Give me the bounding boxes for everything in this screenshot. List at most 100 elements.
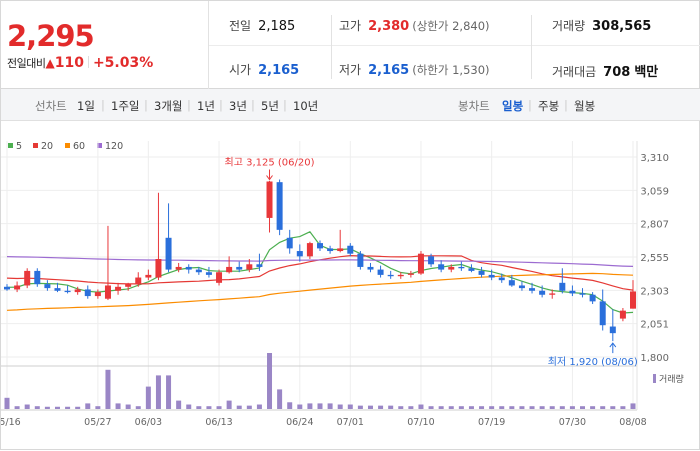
candle-body [94,292,101,297]
candle-body [125,284,132,287]
high-value: 2,380 [368,19,410,34]
daily-candle-button[interactable]: 일봉 [502,99,524,113]
candle-body [377,269,384,275]
volume-bar [85,403,91,409]
volume-bar [135,406,141,409]
candle-body [498,277,505,281]
volume-bar [236,405,242,409]
volume-bar [388,405,394,409]
low-price: 저가 2,165 (하한가 1,530) [339,61,490,78]
candle-body [397,274,404,277]
line-chart-label: 선차트 [35,99,67,113]
divider [531,15,532,79]
volume-bar [186,404,192,409]
y-tick-label: 3,310 [640,153,669,164]
range-1y-button[interactable]: 1년 [197,99,215,113]
volume-bar [620,406,626,409]
candle-body [266,181,273,218]
volume-bar [367,405,373,409]
ma120-line [6,256,634,267]
volume-label: 거래량 [552,19,586,33]
volume-bar [337,404,343,409]
divider [209,45,700,46]
range-10y-button[interactable]: 10년 [293,99,319,113]
current-price-box: 2,295 전일대비▲110 +5.03% [1,1,209,89]
volume-bar [519,406,525,409]
candle-body [508,280,515,286]
legend-label: 5 [16,141,23,152]
divider: | [283,98,287,112]
candle-body [276,182,283,230]
candle-body [54,288,61,291]
range-1d-button[interactable]: 1일 [77,99,95,113]
volume-bar [256,404,262,409]
candle-body [195,269,202,273]
legend-label: 120 [105,141,124,152]
prev-close-label: 전일 [229,19,252,33]
candlestick-chart[interactable]: 3,310 3,059 2,807 2,555 2,303 2,051 1,800 05/16… [1,121,700,451]
candle-body [327,248,334,252]
high-label: 고가 [339,19,362,33]
x-tick-label: 05/27 [84,417,111,428]
trade-value-unit: 백만 [634,65,659,80]
volume-bar [115,403,121,409]
volume-stat: 거래량 308,565 [552,17,651,34]
change-percent: +5.03% [92,55,154,71]
candle-body [549,293,556,295]
divider [331,15,332,79]
candle-body [4,286,10,290]
x-tick-label: 05/16 [1,417,21,428]
legend-swatch [65,143,70,148]
volume-bar [44,406,50,409]
volume-bar [569,406,575,409]
monthly-candle-button[interactable]: 월봉 [574,99,596,113]
legend-ma120: 120 [97,141,123,152]
volume-legend-label: 거래량 [659,373,684,385]
divider: | [528,98,532,112]
range-5y-button[interactable]: 5년 [261,99,279,113]
legend-label: 60 [73,141,86,152]
volume-bar [277,389,283,409]
candle-body [387,274,394,277]
legend-ma60: 60 [65,141,85,152]
candle-body [337,248,344,252]
range-3y-button[interactable]: 3년 [229,99,247,113]
x-tick-label: 07/19 [478,417,505,428]
range-1w-button[interactable]: 1주일 [111,99,140,113]
weekly-candle-button[interactable]: 주봉 [538,99,560,113]
candle-body [529,288,536,291]
current-price: 2,295 [7,19,95,53]
volume-bar [630,403,636,409]
high-price: 고가 2,380 (상한가 2,840) [339,17,490,34]
candle-body [317,243,323,249]
ma60-line [6,272,634,311]
volume-bar [600,406,606,409]
candle-body [256,264,263,267]
volume-bar [499,406,505,409]
candle-body [306,243,313,257]
legend-ma5: 5 [8,141,22,152]
divider: | [219,98,223,112]
range-3m-button[interactable]: 3개월 [154,99,183,113]
candle-body [599,301,606,326]
volume-bar [145,386,151,409]
x-tick-label: 06/13 [205,417,232,428]
volume-bar [590,406,596,409]
legend-label: 20 [41,141,54,152]
volume-bar [448,406,454,409]
volume-bar [398,406,404,409]
legend-swatch [33,143,38,148]
volume-bar [297,404,303,409]
volume-bar [509,406,515,409]
candle-body [438,264,445,270]
volume-bar [327,403,333,409]
candle-body [296,251,303,257]
candle-body [24,270,31,286]
volume-value: 308,565 [592,19,652,34]
divider [87,56,89,68]
volume-bar [529,406,535,409]
x-tick-label: 06/03 [135,417,162,428]
volume-bar [438,406,444,409]
low-arrow-head [609,342,617,348]
volume-bar [458,406,464,409]
